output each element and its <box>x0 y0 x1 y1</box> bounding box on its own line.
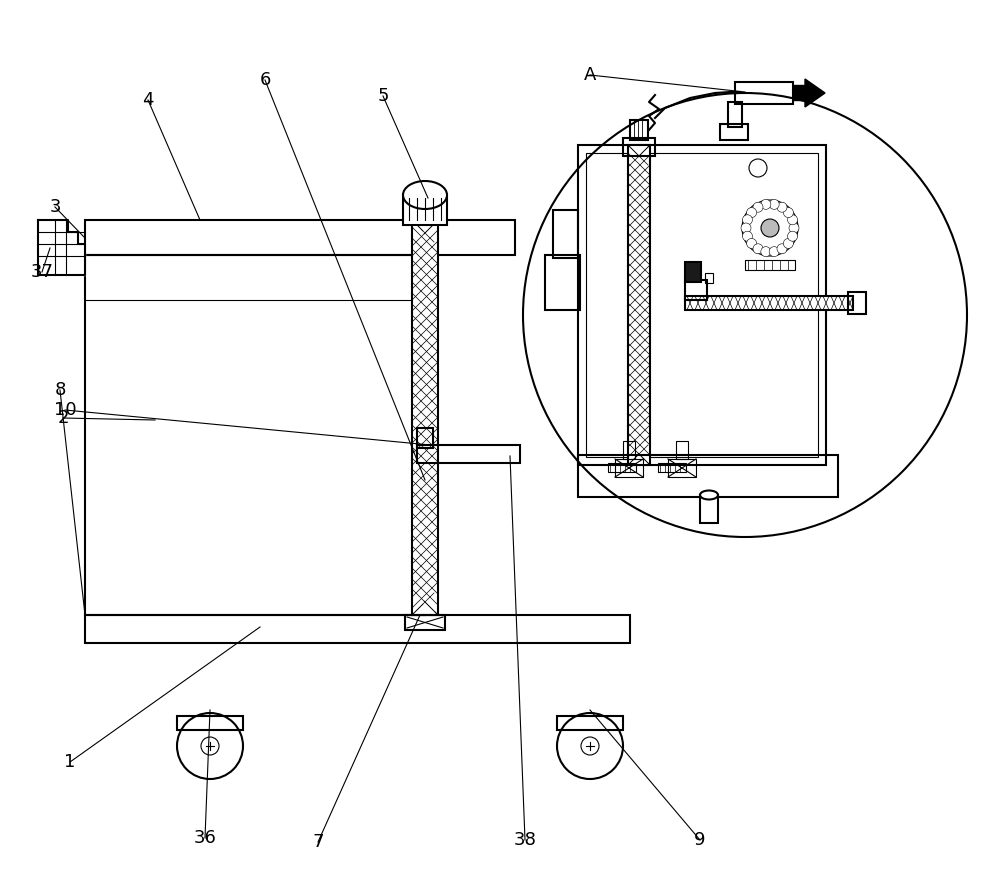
Circle shape <box>761 200 771 210</box>
Circle shape <box>788 232 798 241</box>
Text: 37: 37 <box>30 263 54 281</box>
Bar <box>735 82 793 104</box>
Circle shape <box>749 159 767 177</box>
Text: 2: 2 <box>57 409 69 427</box>
Circle shape <box>761 247 771 256</box>
Circle shape <box>753 202 763 212</box>
Circle shape <box>177 713 243 779</box>
Bar <box>720 124 748 140</box>
Ellipse shape <box>403 181 447 209</box>
Bar <box>623 441 635 459</box>
Bar <box>405 615 445 630</box>
Bar <box>177 716 243 730</box>
Circle shape <box>742 200 798 256</box>
Text: 9: 9 <box>694 831 706 849</box>
Circle shape <box>742 232 752 241</box>
Circle shape <box>769 200 779 210</box>
Text: 10: 10 <box>54 401 76 419</box>
Circle shape <box>777 202 787 212</box>
Bar <box>745 260 795 270</box>
Polygon shape <box>38 220 85 275</box>
Circle shape <box>777 244 787 254</box>
Text: 38: 38 <box>514 831 536 849</box>
Text: 5: 5 <box>377 87 389 105</box>
Bar <box>658 463 686 472</box>
Text: 3: 3 <box>49 198 61 216</box>
Bar <box>85 615 630 643</box>
Circle shape <box>753 244 763 254</box>
Bar <box>417 428 433 448</box>
Circle shape <box>783 208 793 217</box>
Bar <box>623 138 655 156</box>
Text: 36: 36 <box>194 829 216 847</box>
Bar <box>586 153 818 457</box>
Bar <box>608 463 636 472</box>
Text: 8: 8 <box>54 381 66 399</box>
Bar <box>578 455 838 497</box>
Circle shape <box>581 737 599 755</box>
Bar <box>668 459 696 477</box>
Text: A: A <box>584 66 596 84</box>
Bar <box>557 716 623 730</box>
Bar <box>412 220 438 615</box>
Text: 4: 4 <box>142 91 154 109</box>
Circle shape <box>747 239 757 248</box>
Bar <box>848 292 866 314</box>
Bar <box>685 280 707 300</box>
Bar <box>685 262 701 282</box>
Text: 7: 7 <box>312 833 324 851</box>
Circle shape <box>201 737 219 755</box>
Bar <box>685 296 853 310</box>
Text: 1: 1 <box>64 753 76 771</box>
Circle shape <box>789 223 799 233</box>
Bar <box>728 102 742 127</box>
Bar <box>417 445 520 463</box>
Text: 6: 6 <box>259 71 271 89</box>
Bar <box>578 145 826 465</box>
Circle shape <box>788 215 798 225</box>
Circle shape <box>741 223 751 233</box>
Circle shape <box>523 93 967 537</box>
Circle shape <box>742 215 752 225</box>
Bar <box>85 255 425 615</box>
Circle shape <box>747 208 757 217</box>
Bar <box>705 273 713 283</box>
Bar <box>545 255 580 310</box>
Bar <box>628 145 650 465</box>
Circle shape <box>769 247 779 256</box>
Circle shape <box>783 239 793 248</box>
Bar <box>630 120 648 140</box>
Bar <box>85 220 515 255</box>
FancyArrow shape <box>793 79 825 107</box>
Bar <box>553 210 578 258</box>
Bar <box>700 495 718 523</box>
Bar <box>615 459 643 477</box>
Bar <box>676 441 688 459</box>
Bar <box>403 195 447 225</box>
Circle shape <box>761 219 779 237</box>
Circle shape <box>557 713 623 779</box>
Ellipse shape <box>700 491 718 499</box>
